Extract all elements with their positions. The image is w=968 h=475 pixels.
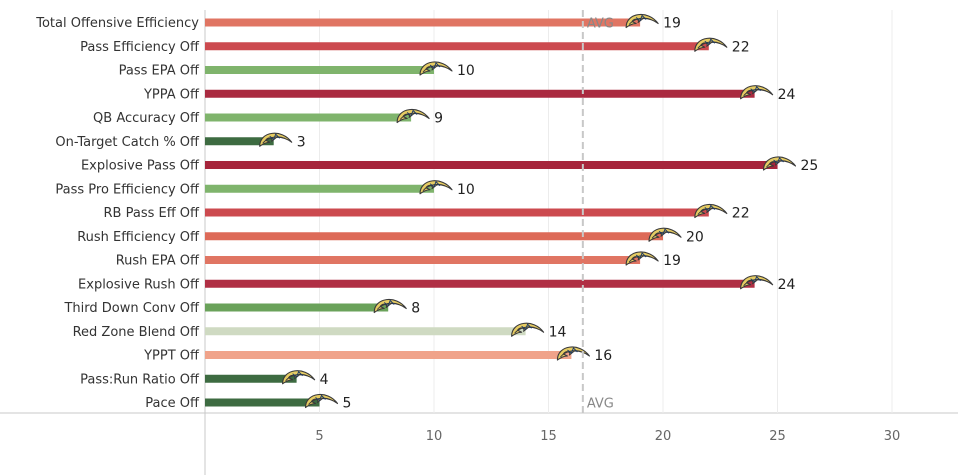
chargers-bolt-helmet-icon (511, 322, 545, 337)
value-label-0: 19 (663, 16, 681, 32)
bar-0 (205, 18, 641, 27)
category-label-11: Explosive Rush Off (78, 277, 200, 292)
chargers-bolt-helmet-icon (740, 85, 774, 100)
chargers-bolt-helmet-icon (762, 156, 797, 171)
value-label-1: 22 (732, 39, 750, 55)
value-label-14: 16 (594, 348, 612, 364)
value-label-10: 19 (663, 253, 681, 269)
x-tick-5: 5 (315, 429, 323, 444)
x-tick-30: 30 (884, 429, 901, 444)
value-label-8: 22 (732, 206, 750, 222)
bar-12 (205, 303, 389, 312)
chargers-bolt-helmet-icon (396, 109, 430, 124)
value-label-13: 14 (549, 324, 567, 340)
category-labels: Total Offensive Efficiency Pass Efficienc… (35, 16, 200, 411)
value-label-16: 5 (343, 396, 352, 412)
bar-15 (205, 374, 297, 383)
bar-16 (205, 398, 320, 407)
x-tick-labels: 5 10 15 20 25 30 (315, 429, 900, 444)
chargers-bolt-helmet-icon (740, 275, 774, 290)
value-label-4: 9 (434, 111, 443, 127)
bar-13 (205, 327, 526, 336)
category-label-8: RB Pass Eff Off (104, 206, 201, 221)
value-label-9: 20 (686, 229, 704, 245)
chargers-bolt-helmet-icon (625, 14, 659, 29)
x-tick-10: 10 (426, 429, 443, 444)
value-labels: 19 22 10 24 9 3 25 10 22 20 19 24 8 14 16 45 (297, 16, 819, 412)
bar-5 (205, 137, 274, 146)
chargers-bolt-helmet-icon (556, 346, 590, 361)
avg-label-bottom: AVG (587, 397, 614, 412)
category-label-4: QB Accuracy Off (93, 111, 200, 126)
x-tick-20: 20 (655, 429, 672, 444)
bar-11 (205, 279, 755, 288)
chargers-bolt-helmet-icon (694, 37, 728, 52)
category-label-0: Total Offensive Efficiency (35, 16, 199, 31)
chargers-bolt-helmet-icon (304, 394, 339, 409)
value-label-11: 24 (778, 277, 796, 293)
avg-reference-line: AVG AVG (581, 10, 614, 413)
category-label-1: Pass Efficiency Off (80, 40, 200, 55)
category-label-2: Pass EPA Off (119, 64, 200, 79)
bar-8 (205, 208, 709, 217)
bar-1 (205, 42, 709, 51)
category-label-9: Rush Efficiency Off (77, 230, 200, 245)
category-label-16: Pace Off (145, 396, 200, 411)
category-label-15: Pass:Run Ratio Off (80, 372, 200, 387)
value-label-12: 8 (411, 301, 420, 317)
value-label-6: 25 (801, 158, 819, 174)
category-label-6: Explosive Pass Off (81, 159, 200, 174)
category-label-14: YPPT Off (143, 349, 200, 364)
chargers-bolt-helmet-icon (259, 132, 293, 147)
value-label-7: 10 (457, 182, 475, 198)
bar-4 (205, 113, 412, 122)
bars (205, 18, 778, 407)
bar-3 (205, 89, 755, 98)
bar-7 (205, 184, 434, 193)
category-label-10: Rush EPA Off (116, 254, 200, 269)
chargers-bolt-helmet-icon (625, 251, 659, 266)
bar-6 (205, 161, 778, 169)
chargers-bolt-helmet-icon (419, 61, 453, 76)
chargers-bolt-helmet-icon (648, 227, 682, 242)
x-tick-15: 15 (540, 429, 557, 444)
chargers-bolt-helmet-icon (373, 299, 407, 314)
category-label-12: Third Down Conv Off (63, 301, 200, 316)
marker-icons (259, 14, 797, 409)
category-label-5: On-Target Catch % Off (55, 135, 200, 150)
bar-9 (205, 232, 663, 241)
chargers-bolt-helmet-icon (282, 370, 316, 385)
chargers-bolt-helmet-icon (419, 180, 453, 195)
category-label-3: YPPA Off (143, 87, 200, 102)
bar-10 (205, 256, 641, 264)
value-label-15: 4 (320, 372, 329, 388)
value-label-5: 3 (297, 134, 306, 150)
category-label-13: Red Zone Blend Off (73, 325, 200, 340)
bar-2 (205, 66, 434, 74)
category-label-7: Pass Pro Efficiency Off (55, 182, 200, 197)
avg-label-top: AVG (587, 17, 614, 32)
value-label-3: 24 (778, 87, 796, 103)
value-label-2: 10 (457, 63, 475, 79)
x-tick-25: 25 (769, 429, 786, 444)
chargers-bolt-helmet-icon (694, 204, 728, 219)
bar-14 (205, 351, 572, 359)
